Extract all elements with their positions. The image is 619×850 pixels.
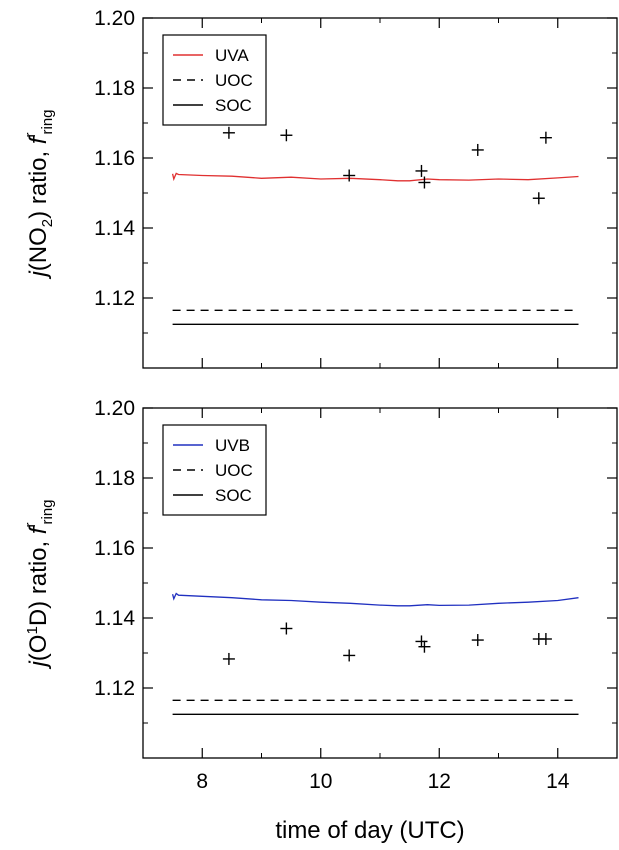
data-point	[415, 164, 428, 177]
legend: UVB UOC SOC	[162, 424, 267, 516]
ylabel-sup-r: r	[22, 132, 39, 137]
data-point	[539, 633, 552, 645]
ylabel-f: f	[25, 135, 52, 144]
ylabel-sup-r: r	[22, 522, 39, 527]
data-point	[343, 169, 356, 182]
x-tick-label: 12	[428, 770, 451, 793]
data-point	[280, 129, 293, 142]
legend-label-soc: SOC	[215, 96, 252, 115]
ylabel-part: ) ratio,	[25, 144, 52, 219]
data-point	[471, 634, 484, 647]
ylabel-sub: 2	[39, 219, 56, 227]
y-axis-label: j(NO2) ratio, frring	[22, 109, 56, 279]
series-line-uvb	[171, 592, 579, 607]
legend-label-soc: SOC	[215, 486, 252, 505]
y-axis-label: j(O1D) ratio, frring	[22, 499, 56, 669]
ylabel-part: D) ratio,	[25, 534, 52, 626]
data-point	[343, 649, 356, 662]
data-point	[539, 131, 552, 144]
data-point	[415, 635, 428, 648]
x-tick-label: 14	[546, 770, 570, 793]
data-point	[418, 640, 431, 653]
x-tick-label: 8	[196, 770, 208, 793]
y-tick-label: 1.18	[94, 77, 135, 100]
ylabel-sup: 1	[24, 626, 41, 634]
x-axis-label: time of day (UTC)	[275, 817, 464, 844]
ylabel-j: j	[25, 661, 52, 670]
y-tick-label: 1.18	[94, 467, 135, 490]
ylabel-j: j	[25, 271, 52, 280]
legend-label-uoc: UOC	[215, 71, 253, 90]
y-tick-label: 1.20	[94, 397, 135, 420]
top-panel: 1.12 1.14 1.16 1.18 1.20 UVA UOC SOC j(NO2) rati…	[22, 7, 618, 369]
y-tick-label: 1.12	[94, 677, 135, 700]
series-line-uva	[171, 172, 579, 182]
y-tick-label: 1.14	[94, 607, 135, 630]
y-tick-label: 1.20	[94, 7, 135, 30]
ylabel-sub-ring: ring	[39, 109, 56, 134]
legend-label-uva: UVA	[215, 46, 249, 65]
ylabel-part: (NO	[25, 227, 52, 271]
data-point	[222, 652, 235, 665]
ylabel-part: (O	[25, 635, 52, 662]
y-tick-label: 1.16	[94, 537, 135, 560]
data-point	[280, 622, 293, 635]
data-point	[222, 126, 235, 139]
data-point	[532, 192, 545, 205]
legend-label-uoc: UOC	[215, 461, 253, 480]
legend: UVA UOC SOC	[162, 34, 267, 126]
data-point	[418, 176, 431, 189]
bottom-panel: 1.12 1.14 1.16 1.18 1.20 8 10 12 14 UVB UOC SOC j(O1…	[22, 397, 618, 793]
y-tick-label: 1.12	[94, 287, 135, 310]
legend-label-uvb: UVB	[215, 436, 250, 455]
data-point	[471, 143, 484, 156]
x-tick-label: 10	[309, 770, 332, 793]
ylabel-f: f	[25, 525, 52, 534]
ylabel-sub-ring: ring	[39, 499, 56, 524]
y-tick-label: 1.16	[94, 147, 135, 170]
y-tick-label: 1.14	[94, 217, 135, 240]
